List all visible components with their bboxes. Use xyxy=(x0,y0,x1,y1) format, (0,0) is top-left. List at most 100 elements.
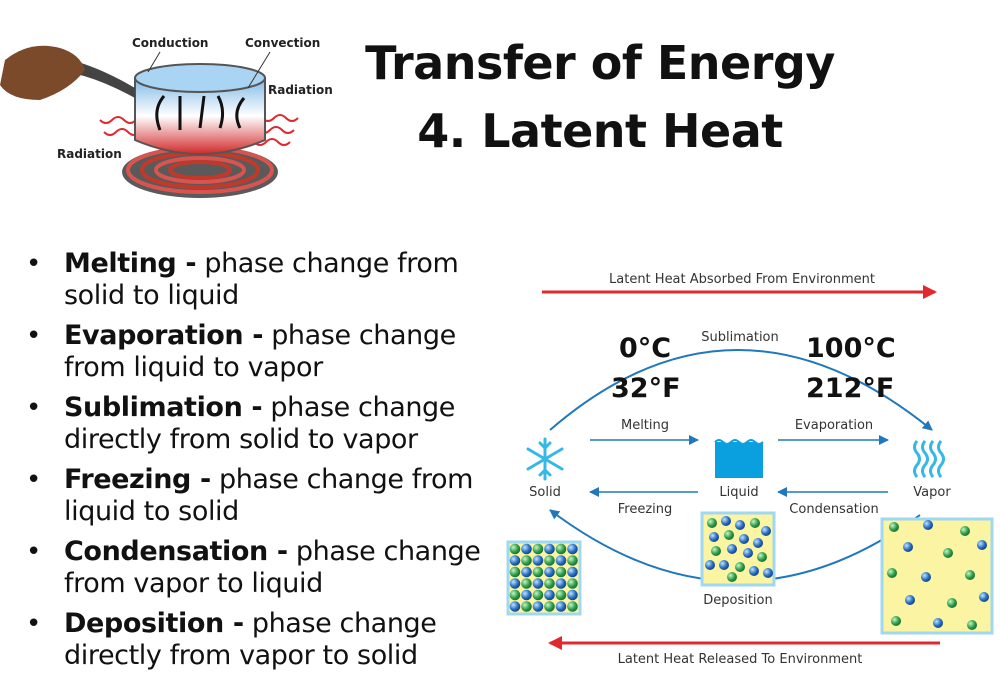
molecule-icon xyxy=(967,620,977,630)
temp-right-celsius: 100°C xyxy=(806,333,896,364)
molecule-icon xyxy=(735,562,745,572)
term-melting: Melting - xyxy=(64,248,197,279)
molecule-icon xyxy=(707,518,717,528)
list-item: • Melting - phase change from solid to li… xyxy=(26,248,459,311)
liquid-molecules-box xyxy=(700,511,776,587)
list-item: • Sublimation - phase change directly fro… xyxy=(26,392,456,455)
molecule-icon xyxy=(555,555,567,566)
molecule-icon xyxy=(724,530,734,540)
molecule-icon xyxy=(763,568,773,578)
definition-text: phase change directly from solid to vapo… xyxy=(64,392,456,455)
molecule-icon xyxy=(887,568,897,578)
molecule-icon xyxy=(739,534,749,544)
radiation-label-left: Radiation xyxy=(57,147,122,161)
deposition-label: Deposition xyxy=(703,593,773,608)
molecule-icon xyxy=(521,566,532,578)
vapor-molecules-box xyxy=(880,517,994,635)
condensation-label: Condensation xyxy=(789,502,878,517)
molecule-icon xyxy=(889,522,899,532)
molecule-icon xyxy=(532,578,544,589)
molecule-icon xyxy=(743,548,753,558)
molecule-icon xyxy=(532,589,544,601)
definition-text: phase change from vapor to liquid xyxy=(64,536,481,599)
solid-label: Solid xyxy=(529,485,561,500)
term-condensation: Condensation - xyxy=(64,536,288,567)
molecule-icon xyxy=(555,543,567,555)
molecule-icon xyxy=(921,572,931,582)
term-freezing: Freezing - xyxy=(64,464,211,495)
freezing-label: Freezing xyxy=(618,502,673,517)
temp-left-celsius: 0°C xyxy=(619,333,672,364)
phase-change-diagram: Latent Heat Absorbed From Environment La… xyxy=(506,272,994,667)
term-deposition: Deposition - xyxy=(64,608,244,639)
molecule-icon xyxy=(555,578,567,589)
molecule-icon xyxy=(532,543,544,555)
molecule-icon xyxy=(521,543,532,555)
radiation-label-right: Radiation xyxy=(268,83,333,97)
convection-label: Convection xyxy=(245,36,320,50)
molecule-icon xyxy=(509,578,521,589)
molecule-icon xyxy=(567,543,578,555)
molecule-icon xyxy=(509,566,521,578)
molecule-icon xyxy=(521,578,532,589)
molecule-icon xyxy=(905,595,915,605)
list-item: • Deposition - phase change directly from… xyxy=(26,608,437,671)
molecule-icon xyxy=(544,589,555,601)
molecule-icon xyxy=(544,566,555,578)
molecule-icon xyxy=(509,601,521,612)
molecule-icon xyxy=(544,555,555,566)
temp-left-fahrenheit: 32°F xyxy=(611,373,681,404)
molecule-icon xyxy=(567,578,578,589)
molecule-icon xyxy=(727,572,737,582)
hand-holding-handle-icon xyxy=(0,45,135,100)
molecule-icon xyxy=(933,618,943,628)
molecule-icon xyxy=(705,560,715,570)
molecule-icon xyxy=(947,598,957,608)
sublimation-label: Sublimation xyxy=(701,330,779,345)
vapor-label: Vapor xyxy=(913,485,951,500)
molecule-icon xyxy=(567,566,578,578)
molecule-icon xyxy=(960,526,970,536)
list-item: • Freezing - phase change from liquid to … xyxy=(26,464,474,527)
molecule-icon xyxy=(891,616,901,626)
molecule-icon xyxy=(750,518,760,528)
heat-transfer-pot-illustration: Conduction Convection Radiation Radiatio… xyxy=(0,36,333,198)
molecule-icon xyxy=(977,540,987,550)
term-sublimation: Sublimation - xyxy=(64,392,263,423)
molecule-icon xyxy=(749,566,759,576)
page-title-line2: 4. Latent Heat xyxy=(417,104,783,158)
list-item: • Condensation - phase change from vapor … xyxy=(26,536,481,599)
molecule-icon xyxy=(727,544,737,554)
molecule-icon xyxy=(965,570,975,580)
list-item: • Evaporation - phase change from liquid … xyxy=(26,320,456,383)
molecule-icon xyxy=(753,538,763,548)
molecule-icon xyxy=(521,555,532,566)
conduction-label: Conduction xyxy=(132,36,208,50)
definition-text: phase change from solid to liquid xyxy=(64,248,459,311)
sublimation-arc xyxy=(549,349,933,431)
water-block-icon xyxy=(714,439,764,478)
molecule-icon xyxy=(555,566,567,578)
absorbed-heat-label: Latent Heat Absorbed From Environment xyxy=(609,272,875,287)
vapor-waves-icon xyxy=(913,440,945,478)
definition-text: phase change from liquid to vapor xyxy=(64,320,456,383)
molecule-icon xyxy=(544,601,555,612)
molecule-icon xyxy=(532,601,544,612)
molecule-box-background xyxy=(880,517,994,635)
definition-text: phase change directly from vapor to soli… xyxy=(64,608,437,671)
molecule-icon xyxy=(567,601,578,612)
molecule-icon xyxy=(521,601,532,612)
molecule-icon xyxy=(721,516,731,526)
molecule-icon xyxy=(532,566,544,578)
molecule-icon xyxy=(757,552,767,562)
molecule-icon xyxy=(544,578,555,589)
molecule-icon xyxy=(979,592,989,602)
molecule-icon xyxy=(711,546,721,556)
molecule-icon xyxy=(719,560,729,570)
burner-coil-icon xyxy=(122,146,278,198)
term-evaporation: Evaporation - xyxy=(64,320,264,351)
molecule-icon xyxy=(567,555,578,566)
definitions-list: • Melting - phase change from solid to li… xyxy=(26,248,496,680)
molecule-icon xyxy=(555,601,567,612)
molecule-icon xyxy=(509,543,521,555)
